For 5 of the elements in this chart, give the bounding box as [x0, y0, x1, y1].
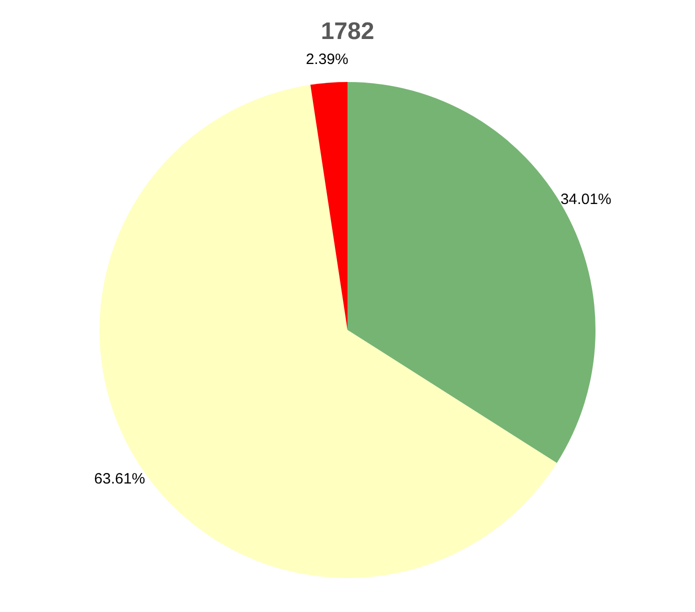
data-label: 2.39% — [306, 50, 348, 68]
data-label: 63.61% — [94, 470, 146, 488]
pie-slice — [310, 82, 348, 330]
data-label: 34.01% — [560, 191, 612, 208]
chart-title: 1782 — [320, 18, 374, 45]
